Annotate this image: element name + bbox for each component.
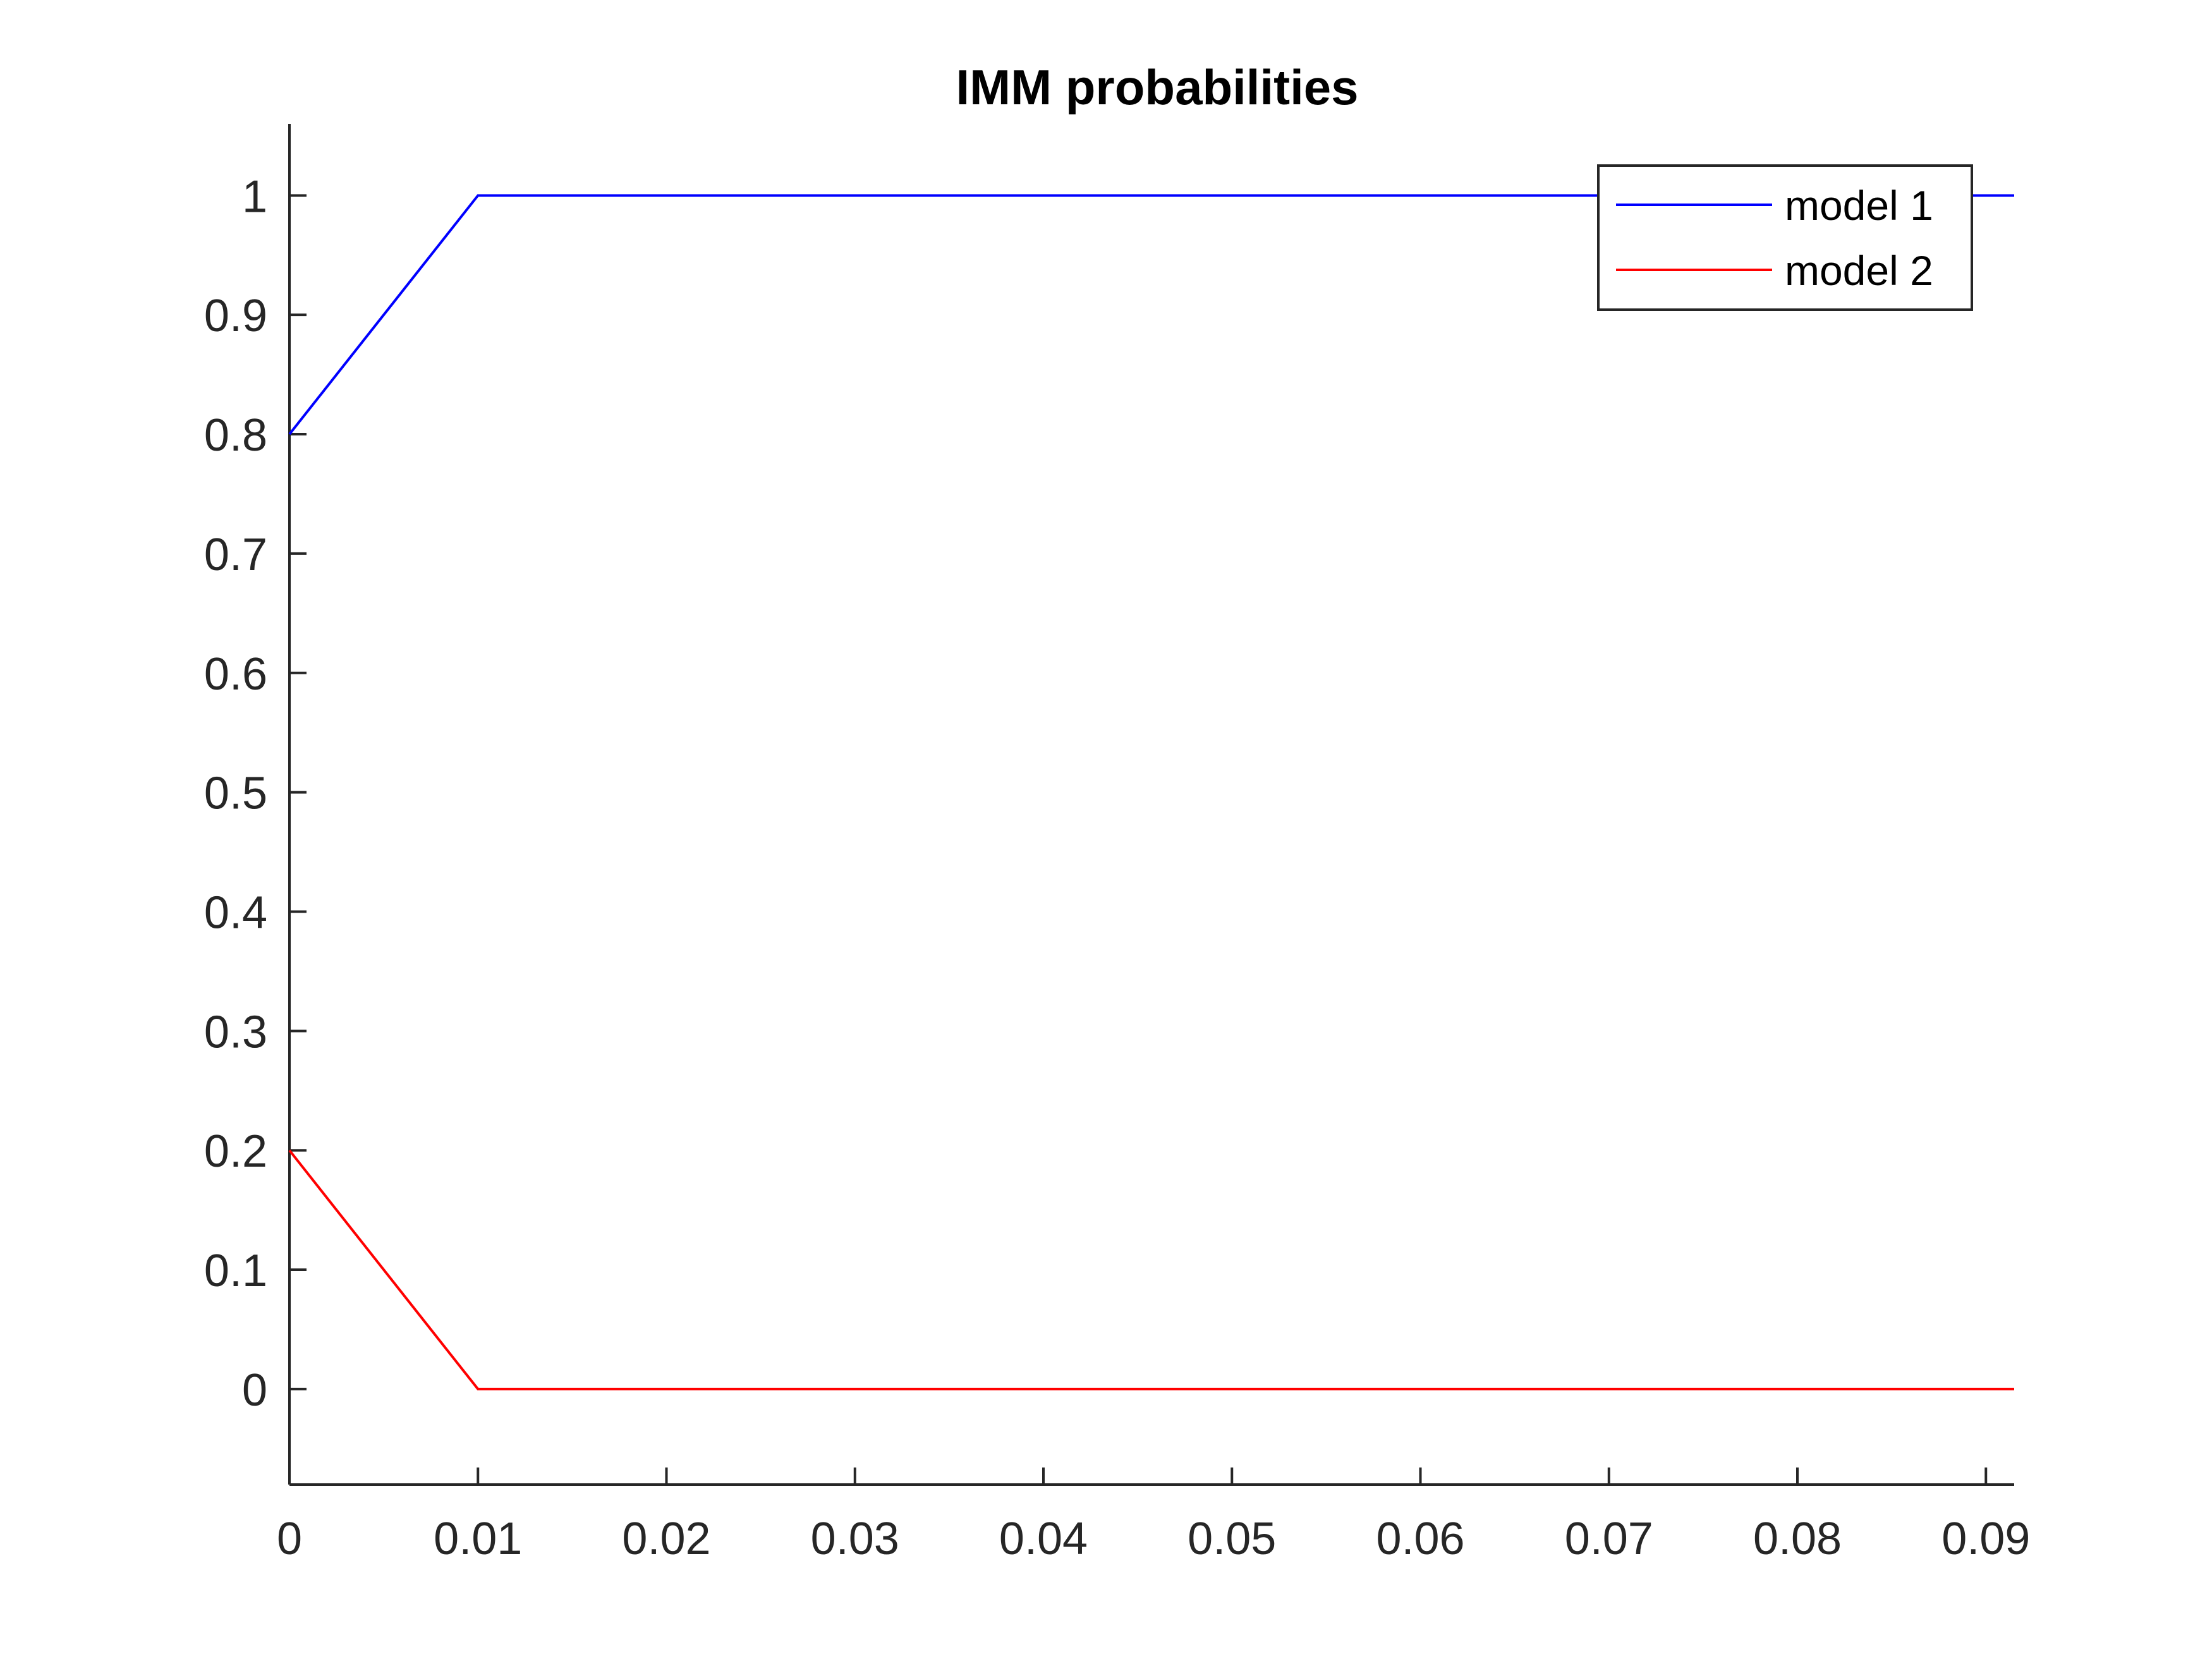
y-tick-label: 0.3 [204, 1007, 267, 1057]
series-layer [288, 194, 2014, 1390]
x-tick-label: 0.05 [1188, 1514, 1276, 1564]
legend-label: model 2 [1785, 247, 1933, 294]
series-line-model-2 [288, 1149, 2014, 1390]
y-tick-label: 0.2 [204, 1126, 267, 1177]
y-tick-label: 0.6 [204, 649, 267, 700]
x-tick-label: 0.02 [622, 1514, 710, 1564]
y-tick-label: 1 [242, 171, 267, 222]
x-tick-label: 0.07 [1565, 1514, 1653, 1564]
x-tick-label: 0.06 [1376, 1514, 1464, 1564]
x-tick-label: 0.01 [434, 1514, 522, 1564]
y-tick-label: 0 [242, 1365, 267, 1416]
legend: model 1 model 2 [1597, 164, 1973, 311]
x-tick-label: 0.04 [999, 1514, 1088, 1564]
x-tick-label: 0.03 [811, 1514, 899, 1564]
y-tick-label: 0.5 [204, 769, 267, 819]
y-tick-label: 0.7 [204, 530, 267, 580]
x-tick-label: 0.09 [1942, 1514, 2030, 1564]
y-tick-label: 0.9 [204, 291, 267, 341]
series-line-model-1 [288, 194, 2014, 435]
x-tick-label: 0.08 [1753, 1514, 1842, 1564]
legend-label: model 1 [1785, 182, 1933, 229]
x-tick-label: 0 [277, 1514, 302, 1564]
y-tick-label: 0.4 [204, 887, 267, 938]
y-tick-label: 0.8 [204, 410, 267, 461]
chart-title: IMM probabilities [956, 59, 1358, 115]
legend-box [1597, 164, 1973, 311]
y-tick-label: 0.1 [204, 1246, 267, 1296]
axes: 0 0.01 0.02 0.03 0.04 0.05 0.06 0.07 0.08 0.09 0 0.… [204, 124, 2030, 1564]
